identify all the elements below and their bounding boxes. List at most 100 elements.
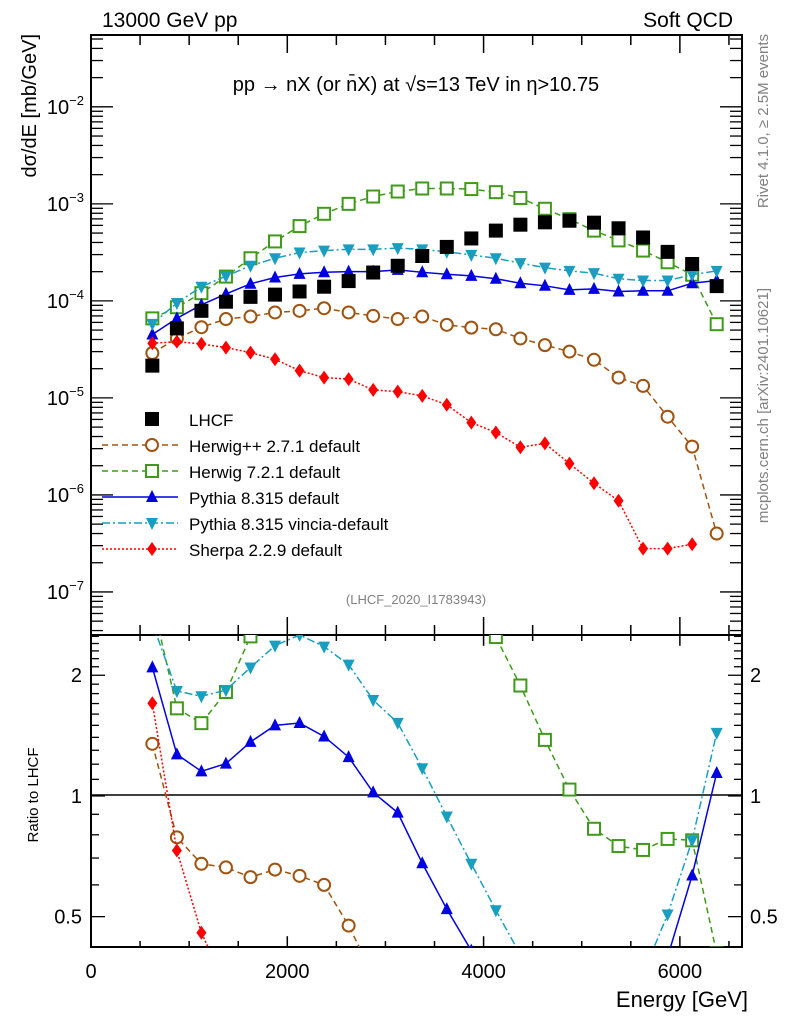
ratio-point [586,821,601,836]
data-point [218,312,233,327]
data-point [465,268,478,281]
data-point [489,253,502,266]
data-point [637,275,650,288]
data-point [294,363,305,378]
data-point [440,267,453,280]
ratio-point [686,835,699,848]
data-point [564,456,575,471]
data-point [539,436,550,451]
data-point [709,317,724,332]
data-point [243,309,258,324]
series-pythia-8-315-vincia-default [146,243,723,331]
data-point [513,331,528,346]
data-point [613,493,624,508]
legend-entry: Sherpa 2.2.9 default [102,541,342,560]
ratio-point [514,950,526,962]
data-point [245,345,256,360]
ratio-point [195,764,208,777]
data-point [586,215,601,230]
data-point [146,318,159,331]
ratio-tick-label-right: 2 [750,665,761,687]
ratio-point [710,727,723,740]
data-point [341,196,356,211]
ratio-plot-frame [90,634,743,948]
ratio-point [318,729,331,742]
data-point [145,358,160,373]
data-point [612,273,625,286]
ratio-point [318,641,331,654]
ratio-point [292,868,307,883]
ratio-point [146,660,159,673]
ratio-point [296,635,304,642]
data-point [194,320,209,335]
data-point [170,311,183,324]
ratio-point [169,701,184,716]
ratio-point [169,830,184,845]
data-point [390,258,405,273]
data-point [270,352,281,367]
ratio-point [341,918,356,933]
ratio-point [440,811,453,824]
legend-label: Herwig 7.2.1 default [189,463,340,482]
data-point [269,253,282,266]
data-point [244,260,257,273]
data-point [660,409,675,424]
data-point [709,526,724,541]
ratio-point [170,686,183,699]
data-point [415,181,430,196]
ratio-point [317,877,332,892]
y-tick-label: 10−6 [47,481,84,507]
legend-label: Herwig++ 2.7.1 default [189,437,360,456]
x-tick-label: 0 [85,961,96,983]
legend-entry: Pythia 8.315 vincia-default [102,515,389,534]
data-point [318,265,331,278]
data-point [636,378,651,393]
ratio-point [244,662,257,675]
ratio-point [469,943,474,947]
ratio-point [637,969,649,981]
data-point [342,244,355,257]
ratio-point [195,691,208,704]
ratio-series-herwig-2-7-1-default [145,736,379,981]
data-point [685,439,700,454]
data-point [416,265,429,278]
legend-label: Pythia 8.315 vincia-default [189,515,389,534]
data-point [587,268,600,281]
data-point [514,258,527,271]
data-point [317,279,332,294]
data-point [464,182,479,197]
ratio-point [367,476,379,488]
data-point [489,271,502,284]
ratio-point [465,858,478,871]
ratio-point [221,978,231,992]
data-point [588,476,599,491]
ratio-point [416,763,429,776]
data-point [366,189,381,204]
data-point [317,206,332,221]
data-point [612,284,625,297]
data-point [636,243,651,258]
data-point [194,303,209,318]
data-point [661,283,674,296]
side-label-mcplots: mcplots.cern.ch [arXiv:2401.10621] [755,288,772,523]
data-point [415,249,430,264]
data-point [390,184,405,199]
data-point [391,243,404,256]
ratio-point [660,831,675,846]
data-point [292,303,307,318]
data-point [146,327,159,340]
data-point [195,281,208,294]
data-point [687,537,698,552]
ratio-point [441,549,453,561]
y-tick-label: 10−5 [47,384,84,410]
data-point [709,279,724,294]
ratio-tick-label: 0.5 [54,907,82,929]
ratio-point [367,969,379,981]
ratio-point [196,925,207,940]
data-point [465,249,478,262]
analysis-tag: (LHCF_2020_I1783943) [346,592,486,607]
data-point [464,320,479,335]
data-point [686,269,699,282]
ratio-point [367,695,380,708]
